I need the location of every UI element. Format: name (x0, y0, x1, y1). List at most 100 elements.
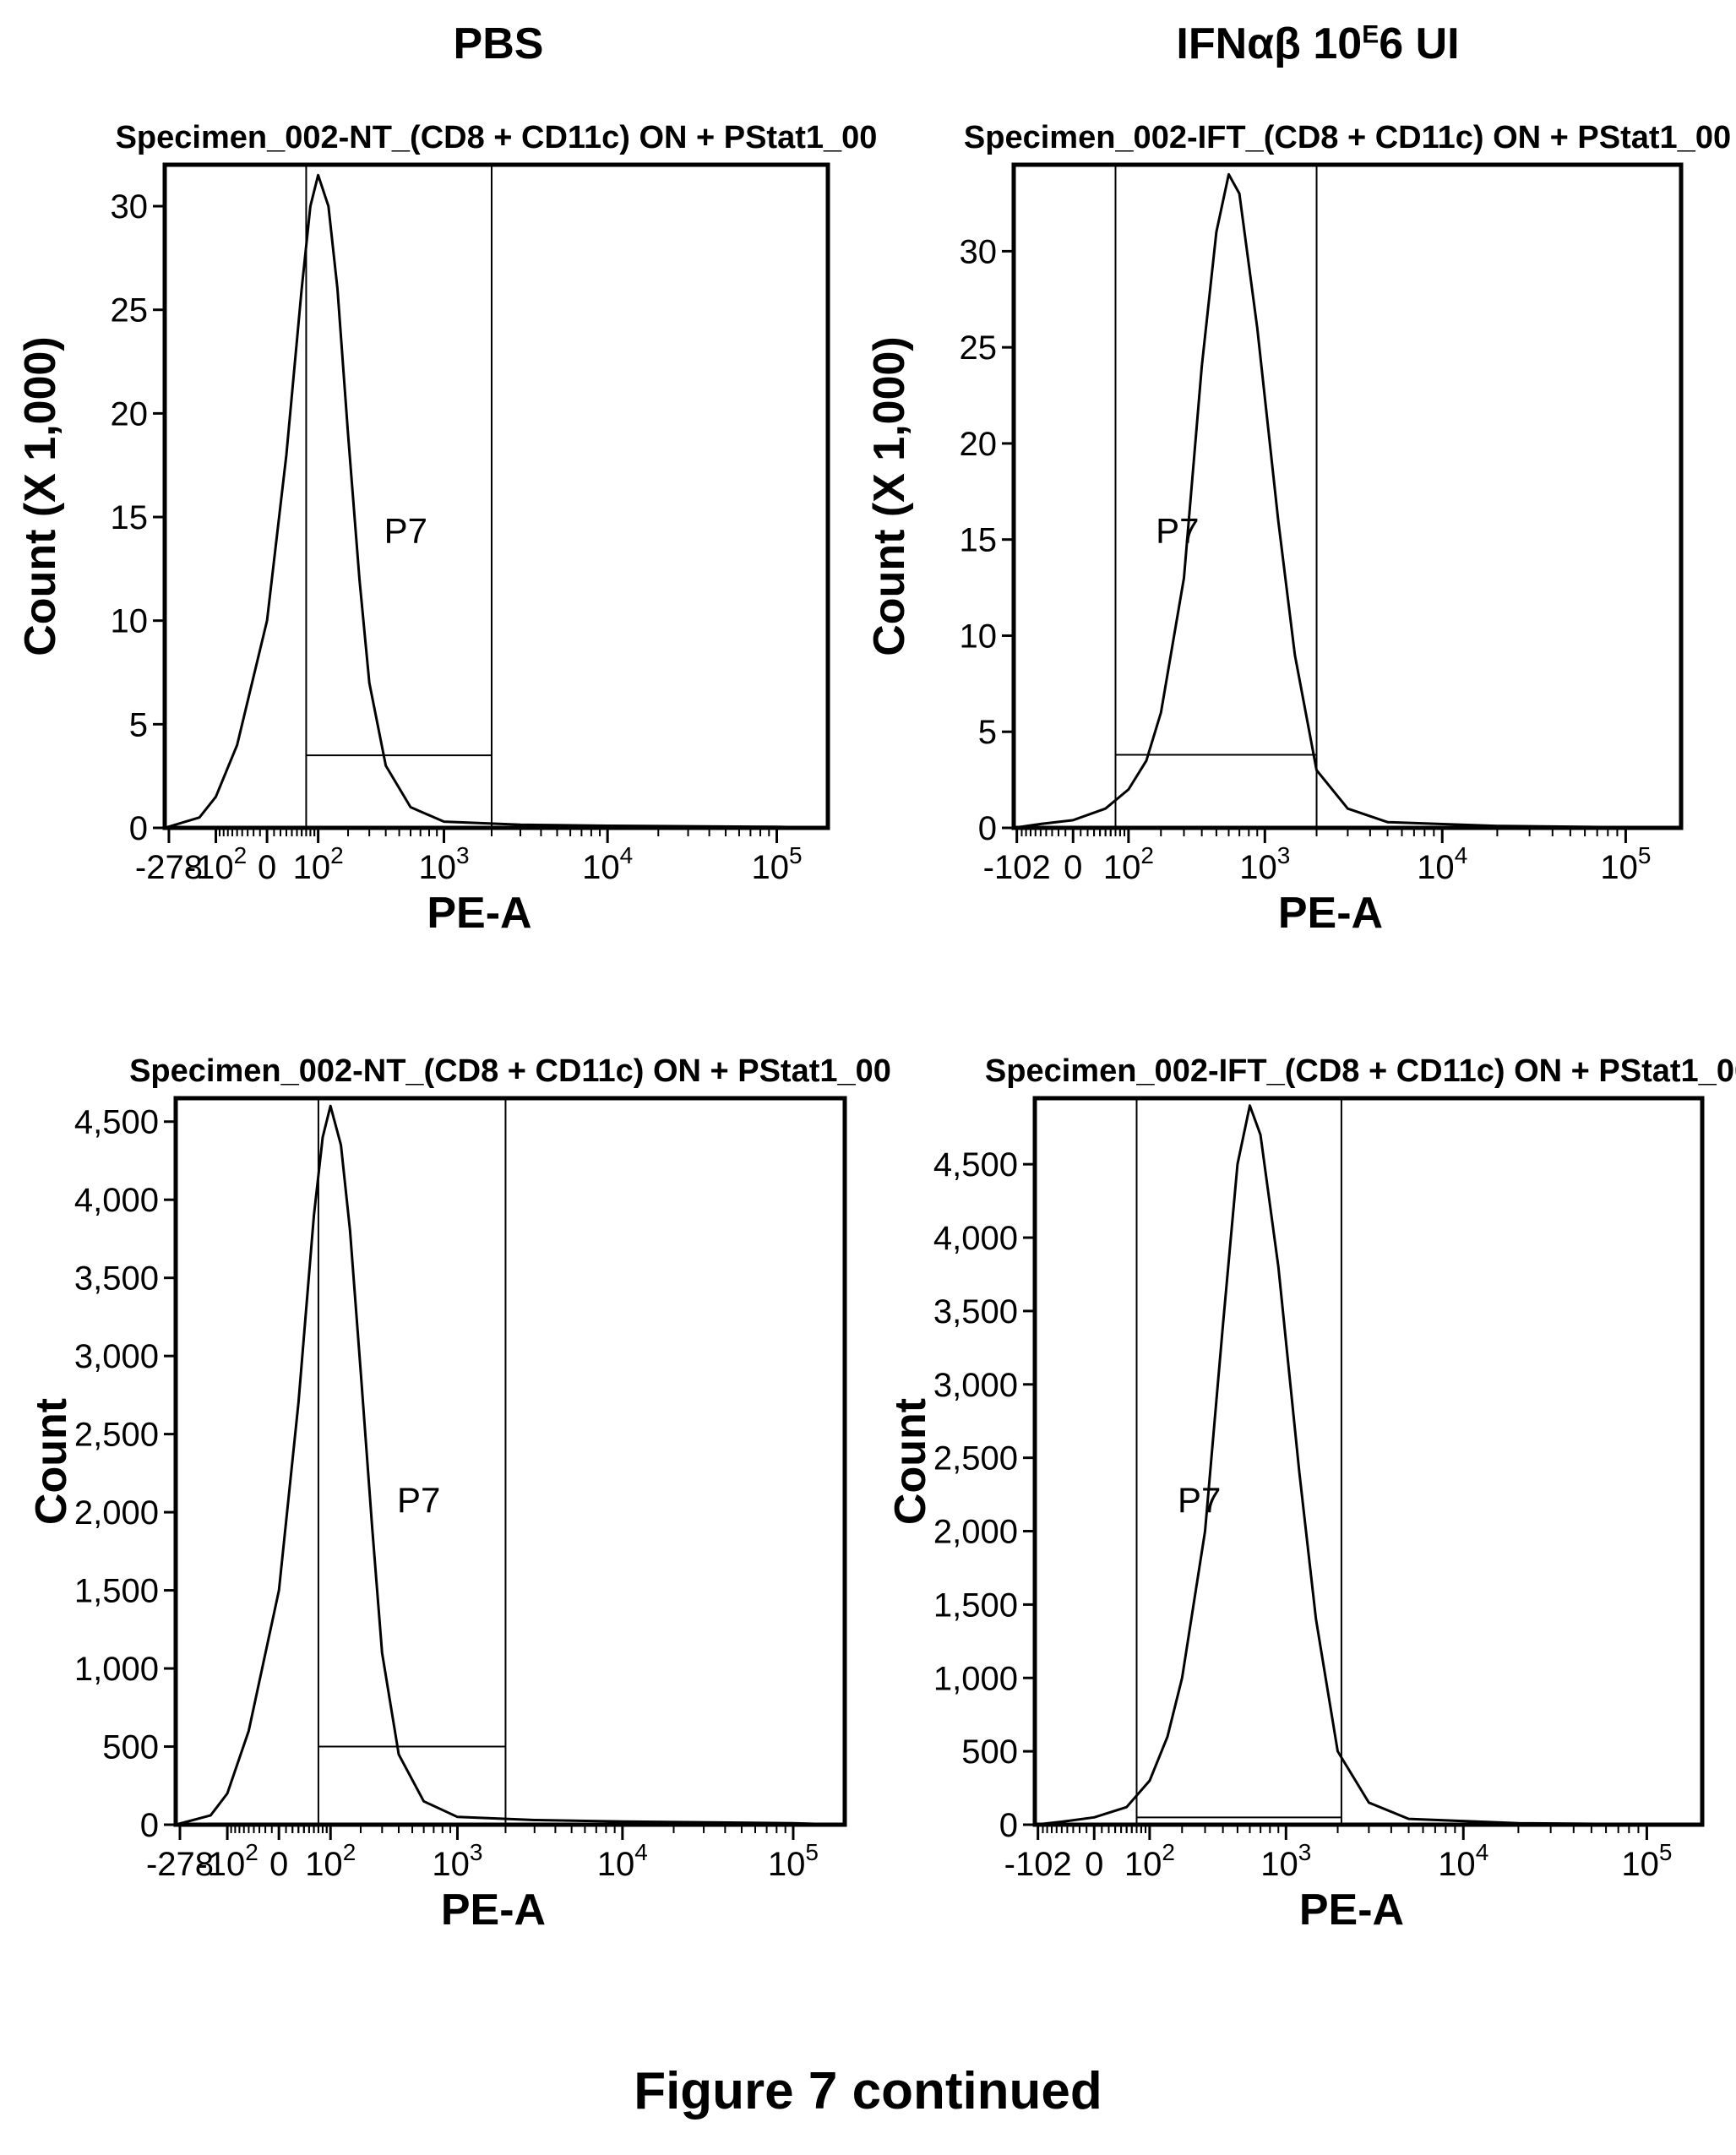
x-tick-label: 102 (1124, 1839, 1175, 1883)
x-tick-label: -102 (983, 849, 1051, 886)
x-tick-exponent: 4 (620, 842, 634, 868)
y-tick-label: 3,500 (74, 1260, 159, 1298)
x-tick-label: 0 (1085, 1846, 1103, 1883)
x-tick-label: 104 (597, 1839, 648, 1883)
y-tick-label: 4,500 (933, 1146, 1018, 1184)
x-tick-exponent: 2 (343, 1839, 356, 1865)
histogram-trace (1034, 1104, 1703, 1826)
y-tick-label: 0 (140, 1807, 159, 1844)
x-tick-label: 102 (293, 842, 344, 886)
y-tick-label: 5 (129, 706, 148, 743)
header-ifn-tail: 6 UI (1379, 19, 1460, 68)
histogram-panel-1: Specimen_002-NT_(CD8 + CD11c) ON + PStat… (16, 120, 877, 938)
histogram-panel-2: Specimen_002-IFT_(CD8 + CD11c) ON + PSta… (865, 120, 1731, 938)
x-tick-exponent: 5 (789, 842, 803, 868)
y-tick-label: 500 (102, 1729, 159, 1766)
y-tick-label: 30 (111, 188, 149, 226)
gate-label: P7 (397, 1480, 440, 1520)
plot-title: Specimen_002-IFT_(CD8 + CD11c) ON + PSta… (985, 1053, 1736, 1089)
x-axis-label: PE-A (1278, 889, 1383, 938)
y-tick-label: 1,500 (74, 1573, 159, 1610)
x-tick-label: 103 (432, 1839, 482, 1883)
x-tick-label: 102 (1103, 842, 1154, 886)
y-tick-label: 20 (960, 426, 998, 463)
x-tick-label: -278 (135, 849, 203, 886)
histogram-trace (1013, 172, 1682, 830)
y-tick-label: 30 (960, 233, 998, 270)
gate-label: P7 (1178, 1480, 1221, 1520)
y-tick-label: 1,500 (933, 1586, 1018, 1624)
y-axis-label: Count (X 1,000) (16, 336, 65, 656)
y-tick-label: 0 (999, 1807, 1018, 1844)
plot-frame (162, 162, 830, 830)
plot-title: Specimen_002-NT_(CD8 + CD11c) ON + PStat… (116, 120, 878, 155)
x-tick-exponent: 4 (1476, 1839, 1489, 1865)
y-tick-label: 10 (960, 618, 998, 655)
x-tick-exponent: 5 (805, 1839, 819, 1865)
x-tick-exponent: 3 (456, 842, 470, 868)
x-tick-exponent: 2 (1140, 842, 1154, 868)
y-axis-label: Count (886, 1398, 935, 1525)
x-tick-label: -102 (185, 842, 247, 886)
y-tick-label: 4,000 (933, 1220, 1018, 1257)
x-tick-label: -102 (196, 1839, 258, 1883)
y-tick-label: 15 (960, 522, 998, 559)
y-axis-label: Count (27, 1398, 76, 1525)
y-tick-label: 3,000 (74, 1338, 159, 1375)
column-header-ifn: IFNαβ 10E6 UI (1081, 19, 1554, 69)
x-tick-exponent: 2 (330, 842, 344, 868)
histogram-trace (164, 173, 829, 830)
x-tick-exponent: 3 (470, 1839, 483, 1865)
x-tick-label: 103 (418, 842, 469, 886)
x-tick-exponent: 2 (1162, 1839, 1175, 1865)
y-tick-label: 500 (961, 1733, 1018, 1771)
x-tick-label: 105 (751, 842, 802, 886)
x-tick-label: 104 (582, 842, 633, 886)
x-tick-exponent: 3 (1298, 1839, 1312, 1865)
plot-frame (173, 1096, 847, 1827)
y-tick-label: 20 (111, 395, 149, 433)
figure-caption: Figure 7 continued (634, 2062, 1102, 2120)
y-tick-label: 2,500 (933, 1440, 1018, 1477)
y-tick-label: 25 (111, 292, 149, 329)
x-tick-label: -278 (146, 1846, 214, 1883)
x-tick-label: 105 (1621, 1839, 1672, 1883)
y-tick-label: 2,000 (933, 1514, 1018, 1551)
y-tick-label: 2,000 (74, 1494, 159, 1532)
x-tick-exponent: 2 (245, 1839, 258, 1865)
plot-frame (1032, 1096, 1705, 1827)
y-tick-label: 3,000 (933, 1367, 1018, 1404)
y-tick-label: 1,000 (933, 1660, 1018, 1697)
x-tick-label: 103 (1239, 842, 1290, 886)
histogram-trace (175, 1104, 846, 1826)
x-tick-label: 0 (258, 849, 276, 886)
x-tick-label: 0 (269, 1846, 288, 1883)
plot-title: Specimen_002-IFT_(CD8 + CD11c) ON + PSta… (964, 120, 1731, 155)
y-tick-label: 4,000 (74, 1182, 159, 1219)
y-tick-label: 1,000 (74, 1651, 159, 1688)
x-axis-label: PE-A (441, 1886, 546, 1935)
y-tick-label: 25 (960, 329, 998, 367)
column-header-pbs: PBS (453, 19, 544, 68)
x-tick-label: 105 (1600, 842, 1651, 886)
y-tick-label: 15 (111, 499, 149, 536)
x-tick-exponent: 4 (634, 1839, 648, 1865)
y-tick-label: 3,500 (933, 1293, 1018, 1331)
plot-title: Specimen_002-NT_(CD8 + CD11c) ON + PStat… (129, 1053, 891, 1089)
histogram-panel-3: Specimen_002-NT_(CD8 + CD11c) ON + PStat… (27, 1053, 891, 1935)
x-tick-label: -102 (1004, 1846, 1072, 1883)
y-tick-label: 4,500 (74, 1104, 159, 1141)
y-axis-label: Count (X 1,000) (865, 336, 914, 656)
gate-label: P7 (1156, 510, 1199, 550)
x-axis-label: PE-A (1299, 1886, 1404, 1935)
y-tick-label: 0 (129, 810, 148, 847)
y-tick-label: 5 (978, 714, 997, 751)
header-ifn-main: IFNαβ 10 (1176, 19, 1363, 68)
y-tick-label: 0 (978, 810, 997, 847)
x-tick-label: 104 (1417, 842, 1467, 886)
x-tick-exponent: 4 (1455, 842, 1468, 868)
gate-label: P7 (384, 510, 427, 550)
plot-frame (1011, 162, 1684, 830)
header-ifn-sup: E (1362, 20, 1380, 49)
